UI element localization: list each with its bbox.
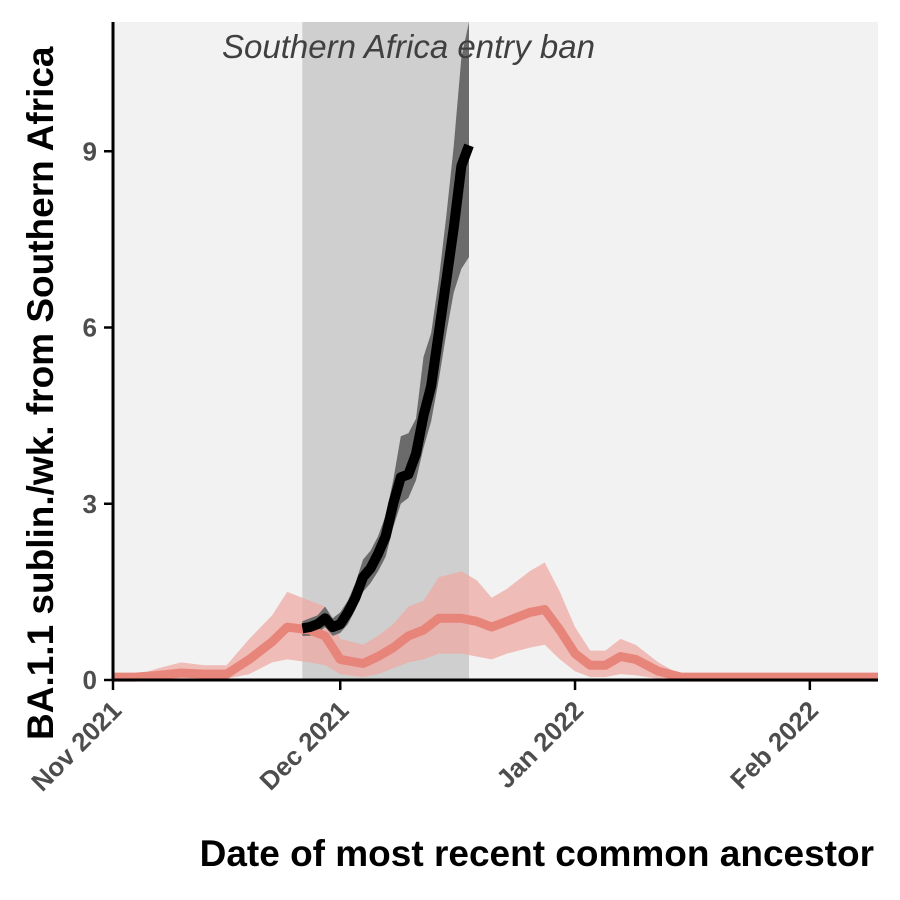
y-tick-label: 9	[83, 136, 97, 166]
series-0-line	[113, 605, 878, 682]
y-axis-title: BA.1.1 sublin./wk. from Southern Africa	[20, 46, 61, 740]
x-axis-title: Date of most recent common ancestor	[200, 833, 874, 874]
y-tick-label: 0	[83, 665, 97, 695]
y-tick-label: 6	[83, 313, 97, 343]
series-lines	[113, 143, 878, 682]
plot-panel	[113, 22, 878, 680]
y-axis-ticks: 0 3 6 9	[83, 136, 113, 695]
series-1-line	[301, 143, 474, 634]
x-tick-label: Dec 2021	[253, 695, 354, 796]
x-axis-ticks: Nov 2021 Dec 2021 Jan 2022 Feb 2022	[25, 680, 824, 797]
x-tick-label: Feb 2022	[724, 695, 824, 795]
x-tick-label: Jan 2022	[490, 695, 589, 794]
y-tick-label: 3	[83, 489, 97, 519]
entry-ban-annotation: Southern Africa entry ban	[222, 28, 595, 65]
